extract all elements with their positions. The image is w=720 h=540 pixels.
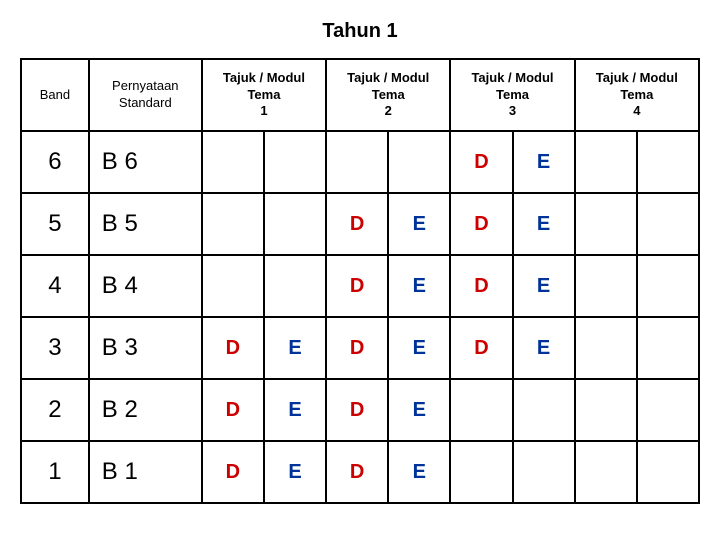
de-cell: D bbox=[202, 317, 264, 379]
header-tema3: Tajuk / ModulTema3 bbox=[450, 59, 574, 131]
de-cell: E bbox=[388, 317, 450, 379]
de-cell: E bbox=[264, 317, 326, 379]
band-cell: 6 bbox=[21, 131, 89, 193]
de-cell: D bbox=[326, 317, 388, 379]
de-cell bbox=[637, 255, 699, 317]
header-tema2: Tajuk / ModulTema2 bbox=[326, 59, 450, 131]
de-cell bbox=[202, 255, 264, 317]
de-cell: D bbox=[326, 193, 388, 255]
de-cell bbox=[575, 255, 637, 317]
band-cell: 1 bbox=[21, 441, 89, 503]
de-cell: E bbox=[264, 441, 326, 503]
de-cell: D bbox=[450, 131, 512, 193]
de-cell bbox=[202, 131, 264, 193]
de-cell bbox=[575, 441, 637, 503]
de-cell: D bbox=[202, 379, 264, 441]
de-cell: E bbox=[513, 193, 575, 255]
de-cell: D bbox=[450, 193, 512, 255]
statement-cell: B 2 bbox=[89, 379, 202, 441]
de-cell bbox=[264, 131, 326, 193]
band-cell: 2 bbox=[21, 379, 89, 441]
header-statement: PernyataanStandard bbox=[89, 59, 202, 131]
de-cell: E bbox=[513, 255, 575, 317]
table-row: 3B 3DEDEDE bbox=[21, 317, 699, 379]
de-cell bbox=[637, 317, 699, 379]
statement-cell: B 6 bbox=[89, 131, 202, 193]
de-cell bbox=[326, 131, 388, 193]
statement-cell: B 3 bbox=[89, 317, 202, 379]
de-cell: E bbox=[513, 317, 575, 379]
de-cell bbox=[264, 255, 326, 317]
de-cell bbox=[575, 379, 637, 441]
de-cell: D bbox=[326, 441, 388, 503]
page-title: Tahun 1 bbox=[20, 20, 700, 43]
header-row: Band PernyataanStandard Tajuk / ModulTem… bbox=[21, 59, 699, 131]
band-cell: 5 bbox=[21, 193, 89, 255]
de-cell bbox=[637, 193, 699, 255]
de-cell bbox=[637, 379, 699, 441]
de-cell: E bbox=[388, 193, 450, 255]
de-cell bbox=[450, 441, 512, 503]
statement-cell: B 4 bbox=[89, 255, 202, 317]
de-cell: E bbox=[264, 379, 326, 441]
band-table: Band PernyataanStandard Tajuk / ModulTem… bbox=[20, 58, 700, 504]
header-band: Band bbox=[21, 59, 89, 131]
de-cell bbox=[388, 131, 450, 193]
de-cell bbox=[202, 193, 264, 255]
header-tema1: Tajuk / ModulTema1 bbox=[202, 59, 326, 131]
table-row: 6B 6 DE bbox=[21, 131, 699, 193]
de-cell bbox=[575, 317, 637, 379]
band-cell: 4 bbox=[21, 255, 89, 317]
statement-cell: B 1 bbox=[89, 441, 202, 503]
de-cell: D bbox=[450, 317, 512, 379]
de-cell bbox=[575, 193, 637, 255]
table-row: 1B 1DEDE bbox=[21, 441, 699, 503]
table-row: 2B 2DEDE bbox=[21, 379, 699, 441]
de-cell bbox=[637, 441, 699, 503]
de-cell bbox=[264, 193, 326, 255]
de-cell bbox=[513, 379, 575, 441]
table-row: 4B 4DEDE bbox=[21, 255, 699, 317]
de-cell bbox=[513, 441, 575, 503]
de-cell: E bbox=[388, 441, 450, 503]
de-cell: D bbox=[202, 441, 264, 503]
de-cell: D bbox=[326, 255, 388, 317]
de-cell: E bbox=[513, 131, 575, 193]
statement-cell: B 5 bbox=[89, 193, 202, 255]
de-cell: E bbox=[388, 255, 450, 317]
de-cell bbox=[450, 379, 512, 441]
de-cell: D bbox=[326, 379, 388, 441]
de-cell: E bbox=[388, 379, 450, 441]
table-row: 5B 5DEDE bbox=[21, 193, 699, 255]
de-cell bbox=[637, 131, 699, 193]
de-cell bbox=[575, 131, 637, 193]
header-tema4: Tajuk / ModulTema4 bbox=[575, 59, 699, 131]
de-cell: D bbox=[450, 255, 512, 317]
band-cell: 3 bbox=[21, 317, 89, 379]
